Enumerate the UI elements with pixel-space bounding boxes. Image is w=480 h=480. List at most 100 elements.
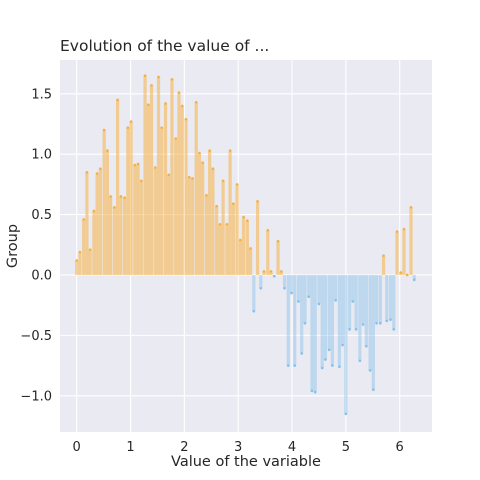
y-tick-label: −1.0: [20, 389, 52, 404]
bar-tip: [201, 161, 204, 164]
bar-tip: [320, 366, 324, 370]
bar-tip: [78, 250, 82, 254]
bar: [341, 274, 345, 346]
bar-tip: [123, 196, 126, 199]
bar-tip: [341, 343, 344, 347]
bar: [98, 168, 102, 275]
bar-tip: [170, 78, 174, 81]
bar-tip: [208, 149, 211, 152]
bar-tip: [338, 365, 341, 369]
bar: [262, 271, 266, 275]
bar: [402, 229, 406, 275]
bar-tip: [187, 175, 191, 179]
bar-tip: [75, 259, 78, 262]
bar: [146, 104, 150, 275]
bar: [371, 274, 375, 390]
bar: [361, 274, 365, 325]
bar-tip: [92, 209, 96, 213]
bar-tip: [198, 151, 201, 155]
bar: [381, 255, 386, 275]
bar-tip: [389, 318, 392, 321]
bar: [180, 105, 184, 275]
bar: [136, 163, 140, 275]
bar-tip: [375, 321, 378, 325]
bar-tip: [143, 74, 147, 78]
bar-tip: [409, 206, 413, 209]
bar: [218, 224, 222, 275]
bar: [351, 274, 355, 302]
bar-tip: [303, 321, 307, 325]
bar-tip: [129, 120, 133, 123]
bar-tip: [235, 183, 239, 186]
bar-tip: [113, 206, 116, 209]
bar: [149, 85, 154, 275]
bar-tip: [246, 219, 249, 222]
bar-tip: [249, 247, 252, 250]
bar: [174, 138, 178, 275]
bar: [269, 271, 273, 275]
bar-tip: [286, 364, 290, 367]
bar: [330, 274, 335, 366]
bar: [348, 274, 352, 330]
bar-tip: [211, 167, 215, 171]
x-tick-label: 4: [288, 440, 296, 455]
bar: [82, 219, 86, 275]
bar-tip: [157, 75, 160, 79]
bar: [163, 103, 168, 275]
bar: [235, 184, 239, 275]
bar-tip: [150, 84, 153, 87]
bar: [211, 168, 215, 275]
bar-tip: [136, 162, 140, 166]
bar-tip: [313, 390, 317, 394]
bar: [310, 274, 314, 391]
bar-tip: [324, 358, 327, 361]
bar: [317, 274, 321, 304]
bar: [354, 274, 358, 330]
bar: [133, 165, 137, 275]
bar-tip: [399, 271, 403, 274]
bar-tip: [85, 171, 89, 174]
bar-tip: [395, 230, 399, 233]
bar-tip: [358, 359, 362, 363]
bar: [334, 274, 338, 301]
bar-tip: [174, 137, 178, 140]
bar-tip: [307, 295, 311, 299]
bar: [184, 119, 188, 275]
bar-tip: [184, 117, 188, 121]
x-tick-label: 1: [126, 440, 134, 455]
bar-tip: [205, 193, 208, 197]
bar-tip: [365, 344, 368, 348]
bar: [197, 153, 202, 275]
bar-tip: [266, 228, 270, 232]
bar-tip: [164, 102, 167, 105]
bar-tip: [177, 91, 181, 94]
bar-tip: [239, 238, 242, 242]
bar-tip: [126, 126, 130, 129]
bar-tip: [215, 204, 218, 208]
bar: [313, 274, 317, 393]
bar-tip: [167, 173, 171, 177]
bar: [327, 274, 331, 350]
bar: [337, 274, 342, 367]
bar: [109, 196, 113, 275]
bar: [112, 207, 116, 275]
bar: [241, 217, 246, 275]
bar-tip: [102, 128, 106, 132]
bar: [385, 274, 389, 321]
bar-tip: [331, 364, 334, 367]
bar-tip: [139, 179, 143, 183]
bar-tip: [153, 166, 157, 169]
y-tick-label: 0.5: [31, 208, 52, 223]
bar: [279, 271, 283, 275]
bar-tip: [279, 270, 283, 273]
bar: [344, 274, 348, 414]
bar-tip: [256, 200, 259, 203]
bar: [395, 231, 399, 275]
bar: [282, 274, 287, 289]
bar: [231, 203, 235, 275]
bar-tip: [293, 364, 297, 367]
bar: [412, 274, 416, 280]
bar-tip: [133, 163, 137, 167]
bar-tip: [119, 195, 123, 198]
